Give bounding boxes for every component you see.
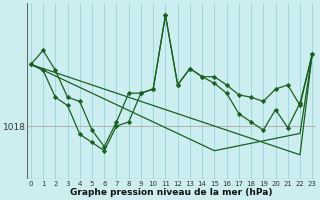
X-axis label: Graphe pression niveau de la mer (hPa): Graphe pression niveau de la mer (hPa)	[70, 188, 273, 197]
